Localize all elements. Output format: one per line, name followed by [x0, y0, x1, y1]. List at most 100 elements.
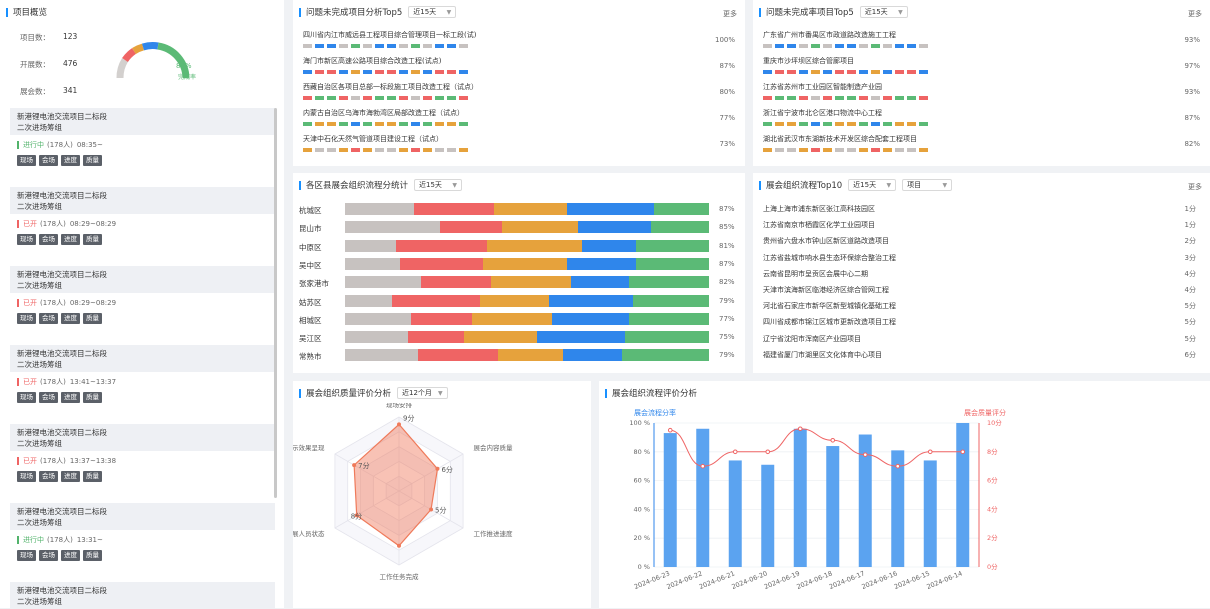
card-tag-button[interactable]: 会场: [39, 234, 58, 245]
top5-item[interactable]: 海门市新区高速公路项目综合改造工程(试点) 87%: [303, 56, 735, 74]
card-subtitle: 二次进场筹组: [17, 281, 62, 290]
district-pct: 81%: [719, 241, 735, 250]
segment-block: [375, 70, 384, 74]
ranking-item-name: 云南省昆明市呈贡区会展中心二期: [763, 269, 868, 278]
segment-block: [799, 96, 808, 100]
overview-title: 项目概览: [6, 6, 47, 18]
district-pct: 75%: [719, 333, 735, 342]
card-tag-button[interactable]: 现场: [17, 155, 36, 166]
segment-block: [895, 122, 904, 126]
status-indicator: [17, 299, 19, 307]
card-tag-button[interactable]: 进度: [61, 471, 80, 482]
card-tag-button[interactable]: 会场: [39, 155, 58, 166]
card-tag-button[interactable]: 现场: [17, 471, 36, 482]
segment-block: [919, 122, 928, 126]
card-tag-button[interactable]: 质量: [83, 550, 102, 561]
ranking-row[interactable]: 天津市滨海新区临港经济区综合管网工程 4分: [763, 285, 1196, 298]
card-tag-button[interactable]: 质量: [83, 234, 102, 245]
x-tick: 2024-06-19: [763, 569, 801, 591]
ranking-row[interactable]: 江苏省盐城市响水县生态环保综合整治工程 3分: [763, 253, 1196, 266]
top5-item-pct: 87%: [719, 62, 735, 70]
ranking-type-select[interactable]: 项目 ▼: [902, 179, 953, 191]
stacked-range-select[interactable]: 近15天 ▼: [414, 179, 463, 191]
meeting-card[interactable]: 新港锂电池交流项目二标段 二次进场筹组 进行中 (178人) 13:31~ 现场 会场 进度质…: [10, 503, 275, 561]
top5b-more-link[interactable]: 更多: [1188, 10, 1202, 18]
card-tag-button[interactable]: 进度: [61, 155, 80, 166]
top5-item[interactable]: 江苏省苏州市工业园区智能制造产业园 93%: [763, 82, 1200, 100]
top5a-more-link[interactable]: 更多: [723, 10, 737, 18]
district-stacked-panel: 各区县展会组织流程分统计 近15天 ▼ 杭城区 87% 昆山市 85% 中原区 81% 吴中区 8…: [293, 173, 745, 373]
segment-block: [411, 122, 420, 126]
card-title: 新港锂电池交流项目二标段: [17, 349, 107, 358]
card-tag-button[interactable]: 质量: [83, 471, 102, 482]
meeting-card[interactable]: 新港锂电池交流项目二标段 二次进场筹组 进行中 (178人) 08:35~ 现场 会场 进度质…: [10, 108, 275, 166]
radar-range-select[interactable]: 近12个月 ▼: [397, 387, 448, 399]
segment-block: [387, 96, 396, 100]
top5-item[interactable]: 天津中石化天然气管道项目建设工程（试点） 73%: [303, 134, 735, 152]
top5-unfinished-panel: 问题未完成项目分析Top5 近15天 ▼ 更多 四川省内江市威远县工程项目综合管理项…: [293, 0, 745, 166]
right-tick: 2分: [987, 533, 998, 542]
ranking-row[interactable]: 辽宁省沈阳市浑南区产业园项目 5分: [763, 334, 1196, 347]
card-tag-button[interactable]: 进度: [61, 550, 80, 561]
meeting-card[interactable]: 新港锂电池交流项目二标段 二次进场筹组已开 (178人) 08:29~08:29 现场会…: [10, 266, 275, 324]
meeting-card[interactable]: 新港锂电池交流项目二标段 二次进场筹组: [10, 582, 275, 609]
segment-block: [339, 70, 348, 74]
left-tick: 0 %: [638, 563, 650, 571]
card-tag-button[interactable]: 现场: [17, 550, 36, 561]
card-status-row: 已开 (178人) 13:37~13:38: [10, 456, 275, 466]
card-header: 新港锂电池交流项目二标段 二次进场筹组: [10, 503, 275, 530]
meeting-card[interactable]: 新港锂电池交流项目二标段 二次进场筹组 已开 (178人) 13:37~13:38 现场会…: [10, 424, 275, 482]
top5a-range-select[interactable]: 近15天 ▼: [408, 6, 457, 18]
radar-axis-line: [334, 490, 400, 529]
top5-item[interactable]: 广东省广州市番禺区市政道路改造施工工程 93%: [763, 30, 1200, 48]
card-tag-button[interactable]: 进度: [61, 313, 80, 324]
stacked-track: [345, 257, 709, 270]
card-tag-button[interactable]: 质量: [83, 155, 102, 166]
ranking-row[interactable]: 上海上海市浦东新区张江高科技园区 1分: [763, 204, 1196, 217]
card-tag-button[interactable]: 现场: [17, 234, 36, 245]
card-status-row: 已开 (178人) 08:29~08:29: [10, 298, 275, 308]
card-tag-button[interactable]: 会场: [39, 392, 58, 403]
chevron-down-icon: ▼: [898, 8, 903, 16]
segment-block: [459, 96, 468, 100]
left-axis-title: 展会流程分率: [634, 408, 676, 417]
ranking-row[interactable]: 福建省厦门市湖里区文化体育中心项目 6分: [763, 350, 1196, 363]
top5-item[interactable]: 西藏自治区各项目总部一标段施工项目改造工程（试点） 80%: [303, 82, 735, 100]
card-title: 新港锂电池交流项目二标段: [17, 270, 107, 279]
top5-item[interactable]: 内蒙古自治区乌海市海勃湾区局部改造工程（试点） 77%: [303, 108, 735, 126]
ranking-row[interactable]: 四川省成都市锦江区城市更新改造项目工程 5分: [763, 317, 1196, 330]
ranking-row[interactable]: 云南省昆明市呈贡区会展中心二期 4分: [763, 269, 1196, 282]
card-tag-button[interactable]: 质量: [83, 392, 102, 403]
ranking-row[interactable]: 贵州省六盘水市钟山区新区道路改造项目 2分: [763, 236, 1196, 249]
segment-block: [895, 44, 904, 48]
ranking-more-link[interactable]: 更多: [1188, 183, 1202, 191]
ranking-row[interactable]: 江苏省南京市栖霞区化学工业园项目 1分: [763, 220, 1196, 233]
top5-item[interactable]: 浙江省宁波市北仑区港口物流中心工程 87%: [763, 108, 1200, 126]
segment-block: [423, 44, 432, 48]
stacked-track: [345, 294, 709, 307]
card-tag-button[interactable]: 会场: [39, 550, 58, 561]
card-tag-button[interactable]: 现场: [17, 313, 36, 324]
segment-block: [375, 148, 384, 152]
ranking-range-select[interactable]: 近15天 ▼: [848, 179, 897, 191]
status-indicator: [17, 141, 19, 149]
top5-item[interactable]: 重庆市沙坪坝区综合管廊项目 97%: [763, 56, 1200, 74]
card-tag-button[interactable]: 会场: [39, 471, 58, 482]
meeting-card[interactable]: 新港锂电池交流项目二标段 二次进场筹组 已开 (178人) 08:29~08:29 现场会…: [10, 187, 275, 245]
ranking-row[interactable]: 河北省石家庄市新华区新型城镇化基础工程 5分: [763, 301, 1196, 314]
card-list-scrollbar[interactable]: [274, 108, 277, 498]
card-tag-button[interactable]: 会场: [39, 313, 58, 324]
district-label: 中原区: [299, 242, 322, 252]
ranking-title: 展会组织流程Top10: [766, 181, 843, 191]
top5-item[interactable]: 四川省内江市威远县工程项目综合管理项目一标工段(试) 100%: [303, 30, 735, 48]
card-tag-button[interactable]: 质量: [83, 313, 102, 324]
card-tag-button[interactable]: 进度: [61, 234, 80, 245]
top5-item[interactable]: 湖北省武汉市东湖新技术开发区综合配套工程项目 82%: [763, 134, 1200, 152]
segment-block: [775, 122, 784, 126]
meeting-card[interactable]: 新港锂电池交流项目二标段 二次进场筹组 已开 (178人) 13:41~13:37 现场会…: [10, 345, 275, 403]
top5b-range-select[interactable]: 近15天 ▼: [859, 6, 908, 18]
card-tag-button[interactable]: 现场: [17, 392, 36, 403]
score-point: [927, 449, 933, 455]
segment-block: [375, 44, 384, 48]
card-tag-button[interactable]: 进度: [61, 392, 80, 403]
